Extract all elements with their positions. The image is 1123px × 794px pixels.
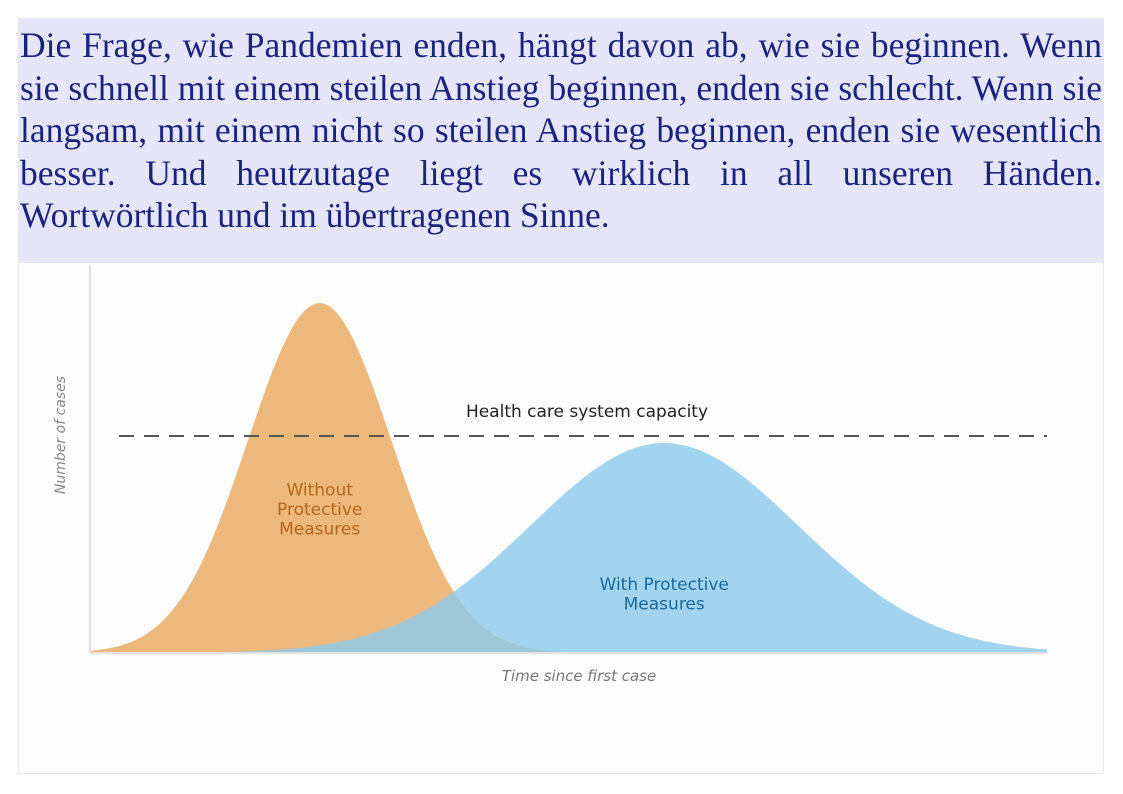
x-axis-label: Time since first case — [502, 667, 656, 685]
with-label-line: Measures — [624, 595, 705, 615]
intro-paragraph: Die Frage, wie Pandemien enden, hängt da… — [20, 25, 1102, 235]
without-label-line: Protective — [277, 500, 362, 520]
capacity-label: Health care system capacity — [466, 402, 708, 422]
without-label-line: Measures — [279, 520, 360, 540]
chart-svg: Health care system capacity Without Prote… — [53, 265, 1047, 685]
series-label-with: With Protective Measures — [600, 575, 729, 615]
chart-curves — [90, 303, 1047, 653]
y-axis-label: Number of cases — [53, 376, 69, 494]
with-label-line: With Protective — [600, 575, 729, 595]
without-label-line: Without — [286, 481, 353, 501]
series-area-with — [90, 443, 1047, 653]
intro-text-block: Die Frage, wie Pandemien enden, hängt da… — [18, 18, 1104, 262]
series-area-without — [90, 303, 1047, 653]
flatten-curve-chart: Health care system capacity Without Prote… — [18, 262, 1104, 774]
series-label-without: Without Protective Measures — [277, 481, 362, 540]
